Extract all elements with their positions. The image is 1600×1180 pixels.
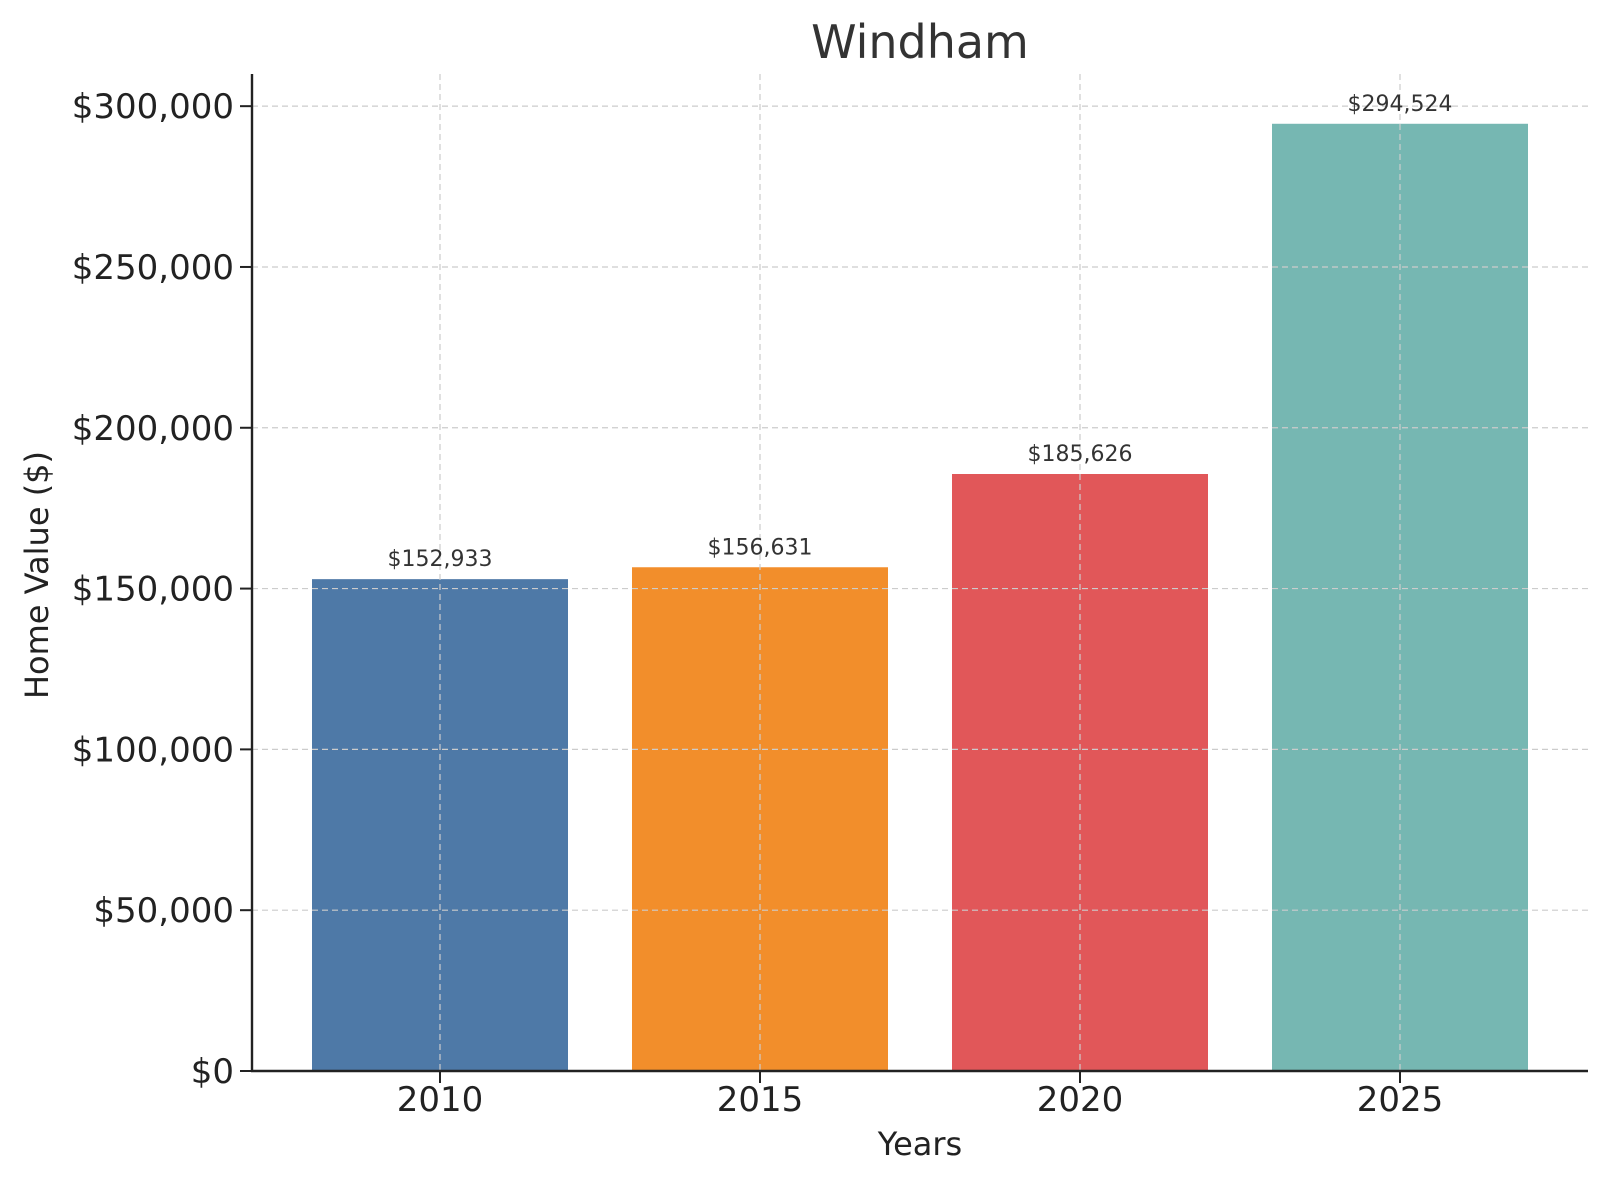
grid-layer — [252, 74, 1588, 1071]
x-tick-label: 2020 — [1037, 1080, 1124, 1120]
y-tick-label: $150,000 — [72, 570, 234, 610]
data-label-2010: $152,933 — [388, 547, 493, 572]
data-label-2015: $156,631 — [708, 535, 813, 560]
y-tick-label: $250,000 — [72, 248, 234, 288]
y-tick-label: $300,000 — [72, 87, 234, 127]
bar-2020 — [952, 474, 1208, 1072]
x-tick-label: 2015 — [717, 1080, 804, 1120]
y-axis-label: Home Value ($) — [18, 451, 56, 699]
y-tick-label: $200,000 — [72, 409, 234, 449]
x-tick-label: 2025 — [1357, 1080, 1444, 1120]
label-layer: $0 $50,000 $100,000 $150,000 $200,000 $250,00… — [72, 87, 1453, 1120]
x-axis-label: Years — [877, 1125, 962, 1163]
data-label-2020: $185,626 — [1028, 442, 1133, 467]
bar-layer — [312, 123, 1528, 1072]
axis-layer — [240, 74, 1588, 1083]
y-tick-label: $50,000 — [93, 891, 234, 931]
chart-title: Windham — [811, 15, 1029, 69]
y-tick-label: $0 — [191, 1052, 234, 1092]
y-tick-label: $100,000 — [72, 730, 234, 770]
x-tick-label: 2010 — [397, 1080, 484, 1120]
data-label-2025: $294,524 — [1348, 92, 1453, 117]
